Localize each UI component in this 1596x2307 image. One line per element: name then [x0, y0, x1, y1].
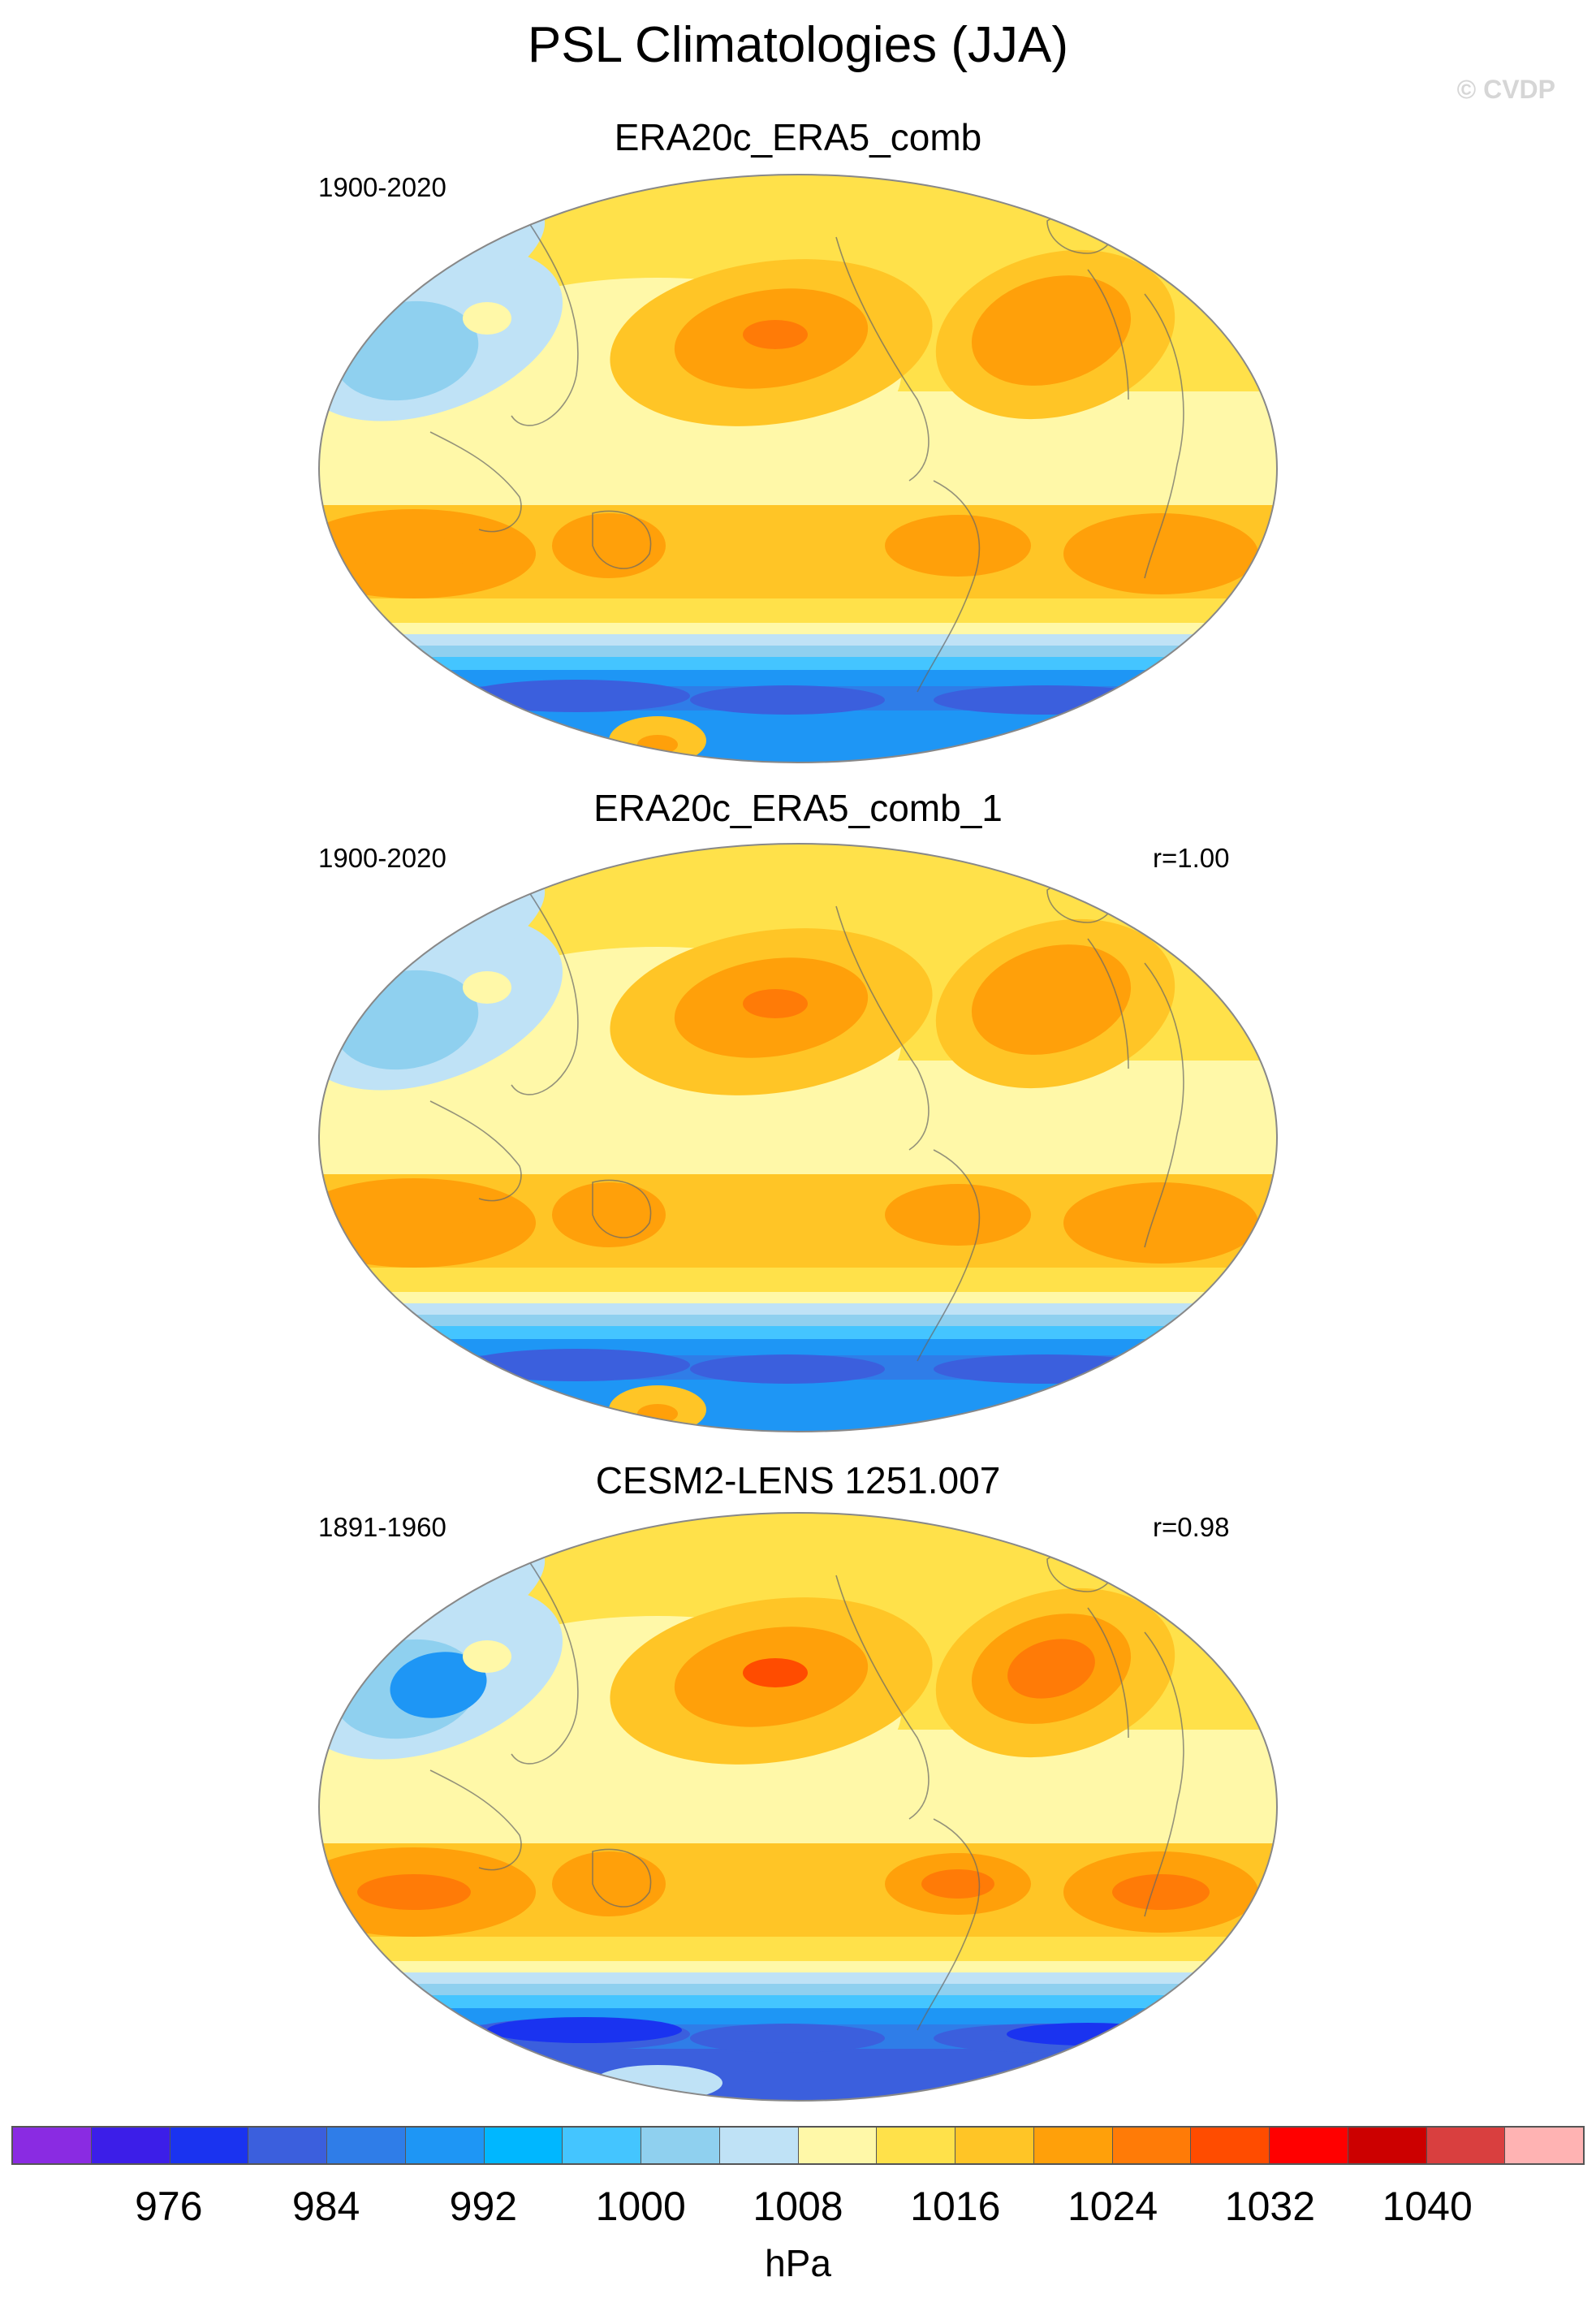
colorbar-swatch [877, 2128, 955, 2163]
psl-contours [319, 1513, 1277, 2101]
panel-1-period: 1900-2020 [318, 172, 446, 202]
panel-3-period: 1891-1960 [318, 1512, 446, 1542]
colorbar-swatch [719, 2128, 799, 2163]
colorbar-tick-label: 1000 [595, 2184, 686, 2229]
colorbar [11, 2126, 1585, 2165]
panel-3-map [318, 1512, 1278, 2102]
colorbar-swatch [1270, 2128, 1348, 2163]
panel-3-correlation: r=0.98 [1153, 1512, 1230, 1542]
colorbar-swatch [1426, 2128, 1506, 2163]
watermark: © CVDP [1456, 75, 1555, 104]
colorbar-swatch [405, 2128, 485, 2163]
colorbar-swatch [1112, 2128, 1192, 2163]
figure-title: PSL Climatologies (JJA) [527, 17, 1069, 73]
colorbar-tick-label: 1032 [1224, 2184, 1316, 2229]
colorbar-swatch [1505, 2128, 1583, 2163]
psl-contours [319, 844, 1277, 1432]
panel-2-correlation: r=1.00 [1153, 843, 1230, 873]
colorbar-swatch [955, 2128, 1034, 2163]
colorbar-tick-label: 992 [449, 2184, 518, 2229]
panel-1-map [318, 174, 1278, 763]
colorbar-units: hPa [765, 2242, 831, 2284]
colorbar-swatch [1348, 2128, 1427, 2163]
psl-contours [319, 175, 1277, 763]
colorbar-tick-label: 1016 [910, 2184, 1001, 2229]
colorbar-tick-label: 1024 [1067, 2184, 1158, 2229]
colorbar-swatch [91, 2128, 170, 2163]
colorbar-swatch [563, 2128, 641, 2163]
colorbar-swatch [641, 2128, 720, 2163]
colorbar-tick-label: 984 [291, 2184, 360, 2229]
colorbar-tick-label: 1008 [753, 2184, 843, 2229]
panel-2-map [318, 843, 1278, 1432]
colorbar-swatch [1033, 2128, 1113, 2163]
colorbar-swatch [327, 2128, 406, 2163]
colorbar-swatch [170, 2128, 249, 2163]
panel-2-title: ERA20c_ERA5_comb_1 [593, 787, 1003, 829]
colorbar-swatch [248, 2128, 327, 2163]
colorbar-tick-label: 976 [135, 2184, 203, 2229]
colorbar-swatch [484, 2128, 563, 2163]
colorbar-swatch [798, 2128, 878, 2163]
colorbar-swatch [1191, 2128, 1270, 2163]
colorbar-tick-label: 1040 [1382, 2184, 1473, 2229]
panel-1-title: ERA20c_ERA5_comb [614, 116, 982, 158]
panel-2-period: 1900-2020 [318, 843, 446, 873]
panel-3-title: CESM2-LENS 1251.007 [595, 1459, 1001, 1501]
colorbar-swatch [13, 2128, 92, 2163]
